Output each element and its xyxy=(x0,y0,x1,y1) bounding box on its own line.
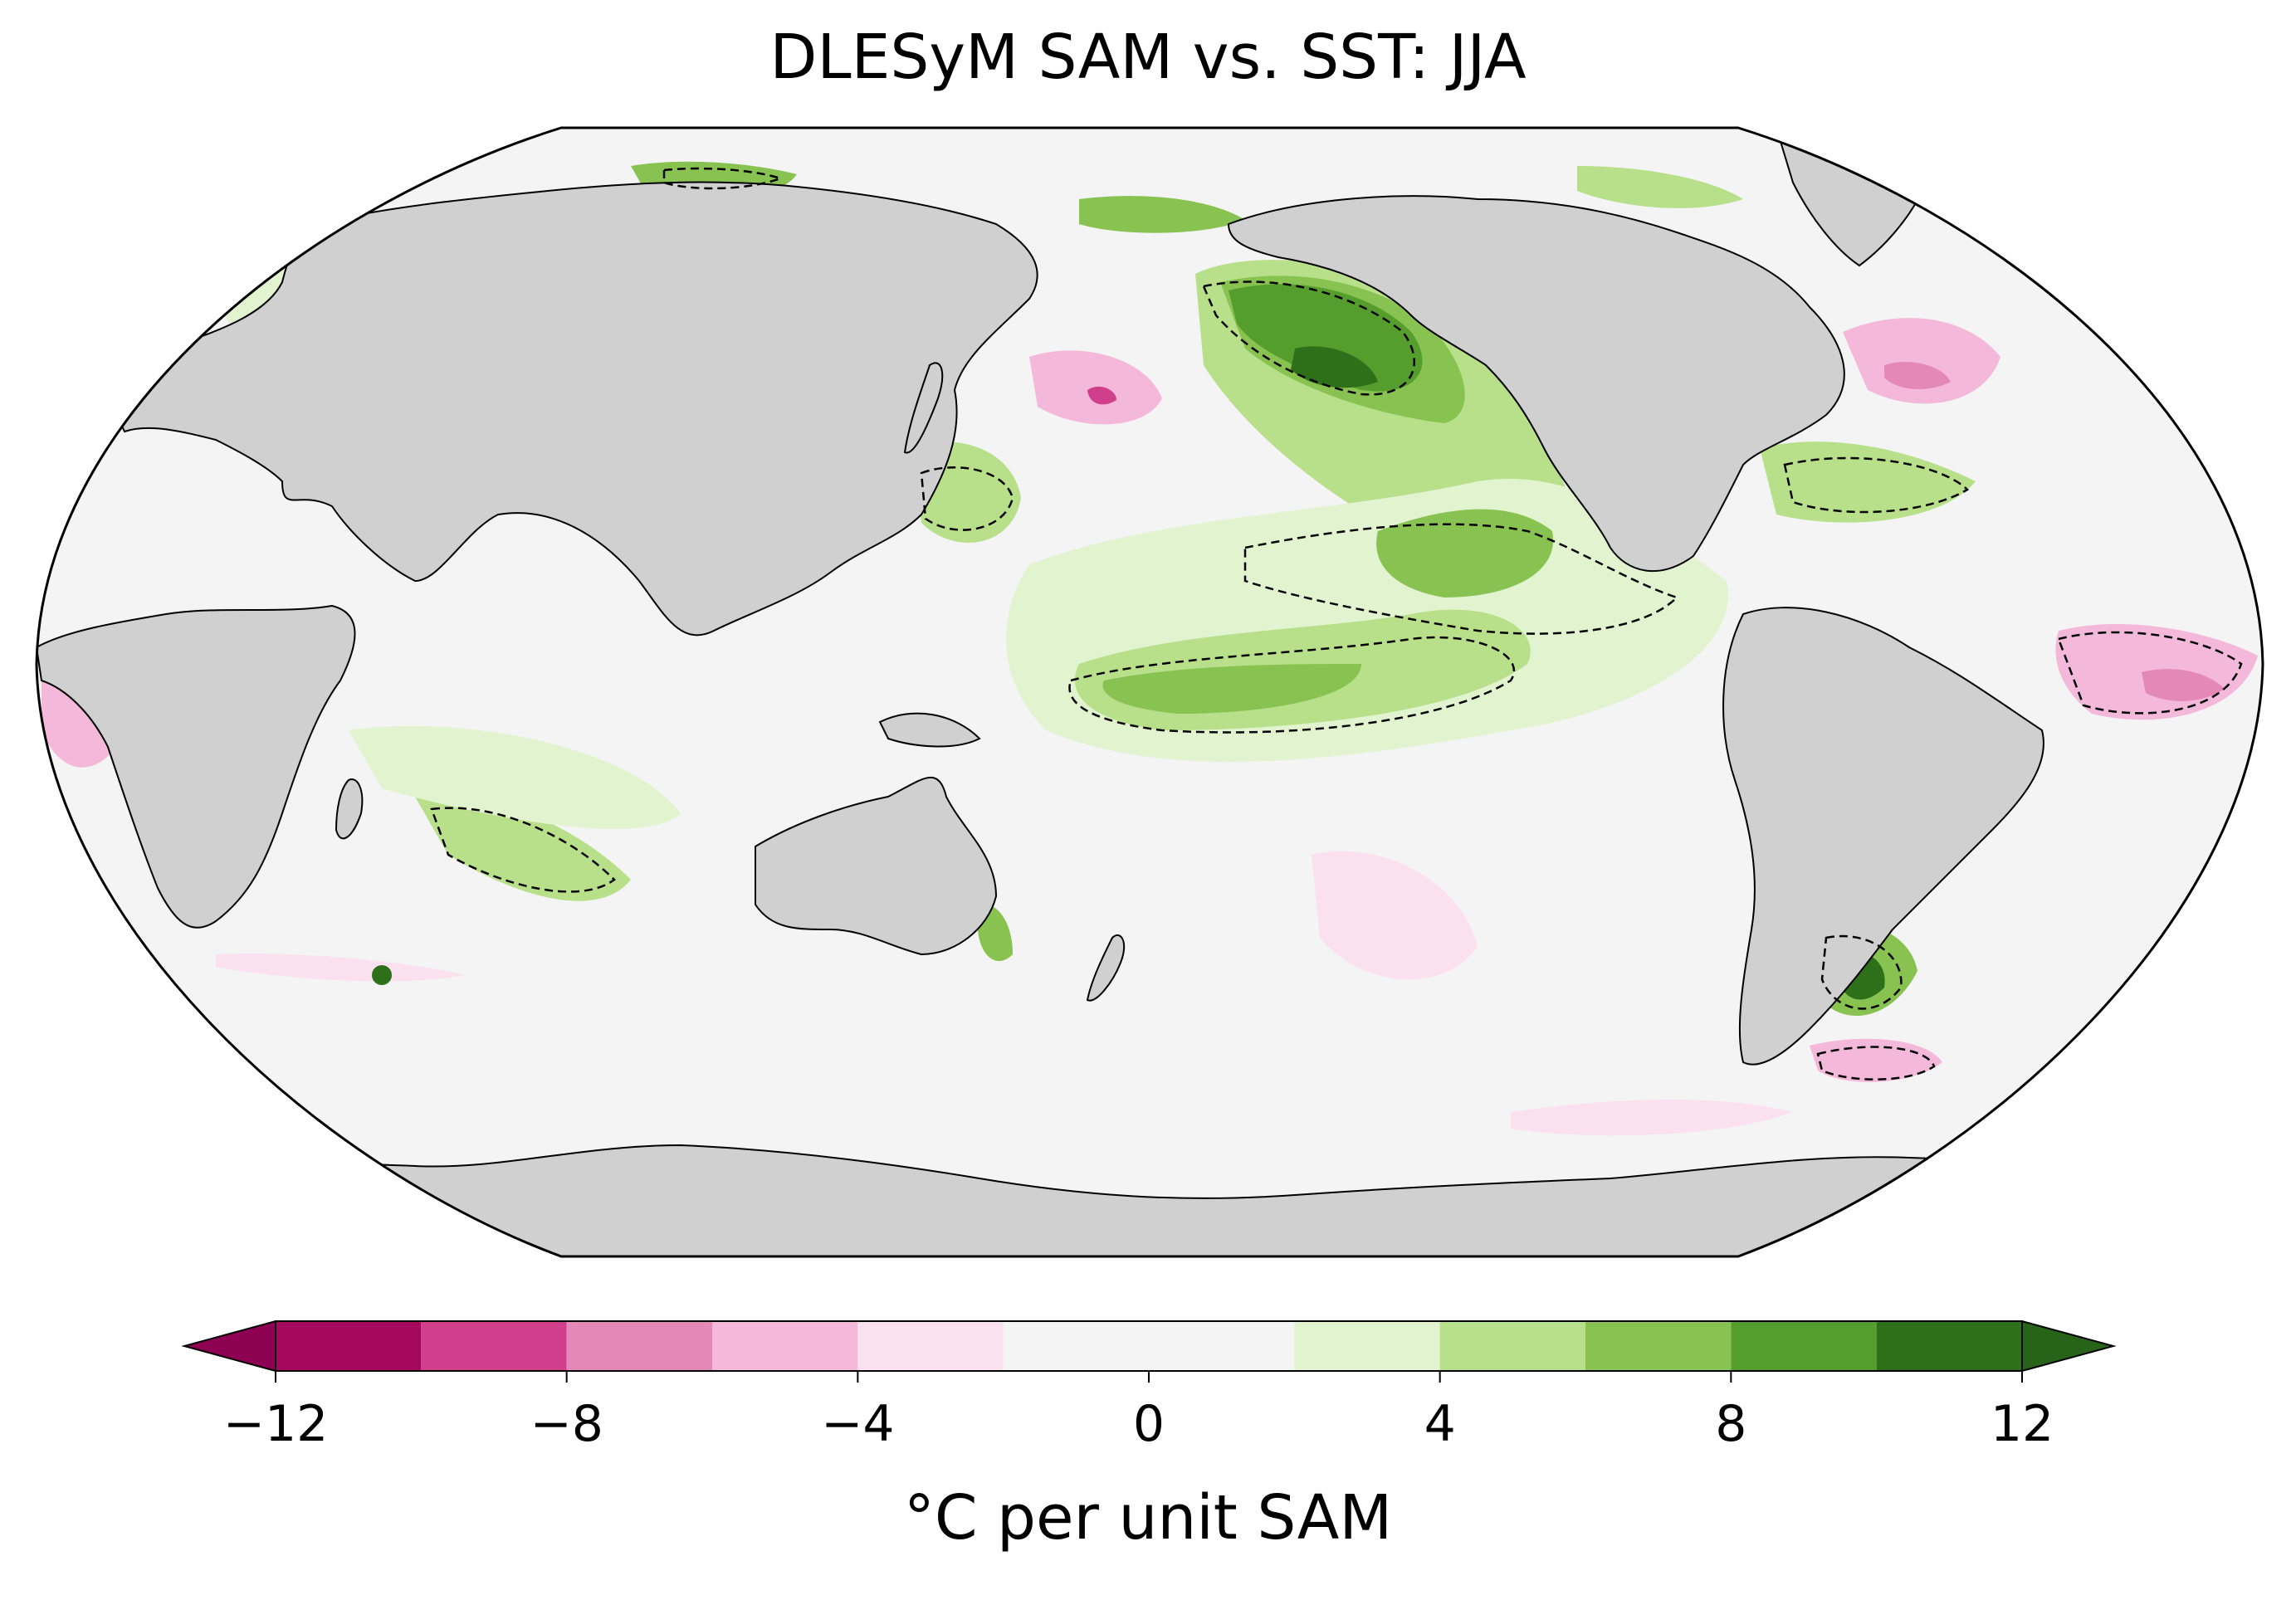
anomaly-patch-bering xyxy=(1079,196,1245,233)
contour-south-atlantic-negative xyxy=(1816,1046,1936,1080)
colorbar-segment xyxy=(1876,1321,2022,1371)
land-south-america xyxy=(1722,607,2044,1066)
colorbar-tick-label: −12 xyxy=(223,1395,329,1453)
anomaly-patch-north-atlantic-negative xyxy=(1843,318,2000,404)
land-australia xyxy=(755,777,998,956)
colorbar-tick-label: 0 xyxy=(1133,1395,1165,1453)
land-madagascar xyxy=(335,778,364,840)
anomaly-patch-central-pacific-strong xyxy=(1102,664,1361,714)
colorbar-label: °C per unit SAM xyxy=(903,1482,1393,1554)
colorbar-segment xyxy=(712,1321,858,1371)
anomaly-patch-gulf-alaska-strong xyxy=(1229,284,1423,392)
anomaly-patch-southern-negative-band xyxy=(1511,1100,1793,1136)
colorbar-extend-min xyxy=(181,1320,276,1373)
colorbar-tick-label: −8 xyxy=(530,1395,603,1453)
colorbar-segment xyxy=(421,1321,567,1371)
contour-ne-pacific xyxy=(1243,523,1679,635)
colorbar-tick-label: 12 xyxy=(1991,1395,2054,1453)
land-africa xyxy=(37,604,356,929)
colorbar-segment xyxy=(857,1321,1004,1371)
colorbar-segment xyxy=(1294,1321,1440,1371)
anomaly-patch-subtropical-ne-pacific xyxy=(1376,509,1554,598)
anomaly-patch-south-pacific-negative xyxy=(1312,851,1478,980)
anomaly-patch-south-atlantic-negative xyxy=(1810,1038,1942,1082)
anomaly-patch-gulf-alaska-core xyxy=(1291,346,1378,388)
contour-arctic xyxy=(662,167,784,190)
land-eurasia xyxy=(117,181,1038,637)
anomaly-patch-subtropical-atlantic xyxy=(1760,441,1976,523)
contour-south-atlantic xyxy=(1820,934,1903,1010)
contour-south-indian xyxy=(430,807,616,893)
contour-gulf-alaska xyxy=(1202,280,1416,396)
anomaly-patch-north-atlantic-negative-core xyxy=(1884,362,1951,390)
anomaly-patch-southern-ocean-streak xyxy=(216,954,465,982)
land-antarctica xyxy=(37,1144,2263,1256)
colorbar-tick-label: −4 xyxy=(821,1395,894,1453)
colorbar-segment xyxy=(276,1321,422,1371)
contour-north-atlantic xyxy=(1783,456,1970,514)
chart-title: DLESyM SAM vs. SST: JJA xyxy=(769,22,1527,93)
anomaly-patch-tropical-atlantic-negative-core xyxy=(2142,669,2225,701)
anomaly-spot-southern-ocean xyxy=(372,965,392,985)
significance-contours xyxy=(430,167,2243,1080)
land-north-america xyxy=(1227,195,1845,573)
colorbar-segment xyxy=(1731,1321,1877,1371)
anomaly-patch-south-indian xyxy=(415,795,631,901)
contour-central-pacific xyxy=(1068,636,1516,734)
colorbar: −12 −8 −4 0 4 8 12 xyxy=(181,1320,2117,1453)
colorbar-extend-max xyxy=(2021,1320,2117,1373)
contour-atlantic-negative xyxy=(2057,631,2243,715)
colorbar-tick-label: 8 xyxy=(1715,1395,1746,1453)
colorbar-segment xyxy=(1585,1321,1732,1371)
land-new-guinea xyxy=(878,712,981,748)
land-japan xyxy=(903,362,944,454)
map-boundary xyxy=(35,126,2264,1258)
anomaly-patch-canadian-arctic xyxy=(1577,166,1743,208)
colorbar-tick-label: 4 xyxy=(1424,1395,1456,1453)
colorbar-segment xyxy=(566,1321,712,1371)
land-new-zealand xyxy=(1086,934,1126,1002)
anomaly-patch-nw-pacific-negative-core xyxy=(1087,386,1116,405)
anomaly-patch-indian-ocean-light xyxy=(349,725,681,829)
anomaly-patch-gulf-guinea-negative xyxy=(42,679,116,768)
colorbar-segment xyxy=(1439,1321,1585,1371)
colorbar-segment xyxy=(1003,1321,1295,1371)
